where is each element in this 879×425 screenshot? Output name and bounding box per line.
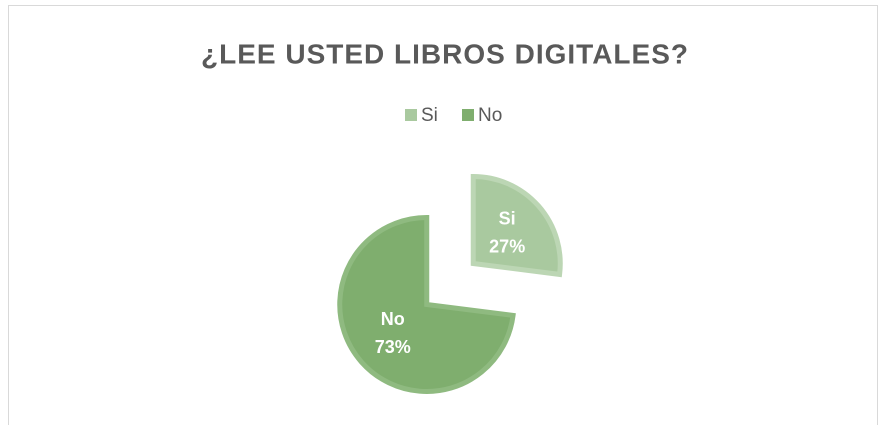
legend-label: Si: [421, 105, 438, 126]
pie-slice: [470, 173, 563, 278]
pie-slice: [337, 214, 516, 394]
legend-swatch: [405, 109, 417, 121]
data-label-value: 73%: [375, 337, 411, 357]
legend-swatch: [462, 109, 474, 121]
legend-label: No: [478, 105, 502, 126]
data-label-value: 27%: [489, 236, 525, 256]
legend: Si No: [405, 105, 502, 126]
chart-title: ¿LEE USTED LIBROS DIGITALES?: [201, 38, 689, 69]
data-label-category: No: [381, 309, 405, 329]
data-label-category: Si: [499, 208, 516, 228]
